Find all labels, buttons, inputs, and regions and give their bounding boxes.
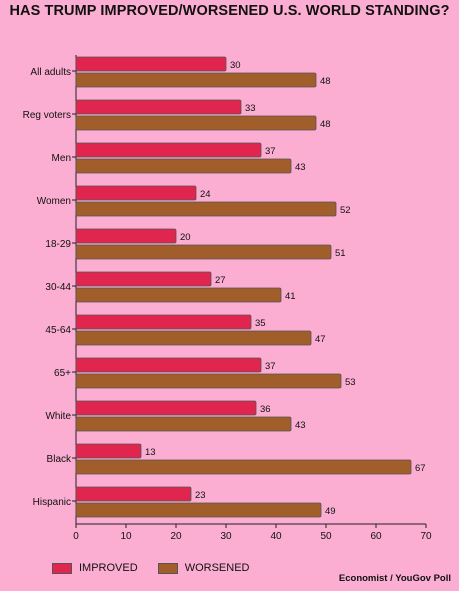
legend-swatch-worsened — [157, 562, 178, 574]
data-label-worsened: 43 — [295, 162, 306, 173]
source-note: Economist / YouGov Poll — [338, 573, 451, 584]
category-label: 45-64 — [45, 325, 71, 336]
bar-improved — [75, 185, 197, 201]
data-label-worsened: 49 — [325, 506, 336, 517]
bar-worsened — [75, 158, 292, 174]
data-label-worsened: 67 — [415, 463, 426, 474]
data-label-improved: 37 — [265, 361, 276, 372]
bar-improved — [75, 314, 252, 330]
bar-worsened — [75, 72, 317, 88]
category-label: Hispanic — [33, 497, 71, 508]
bar-improved — [75, 443, 142, 459]
chart-title: HAS TRUMP IMPROVED/WORSENED U.S. WORLD S… — [9, 3, 450, 19]
bar-improved — [75, 142, 262, 158]
category-label: 65+ — [54, 368, 71, 379]
x-tick-label: 20 — [170, 531, 182, 542]
legend-swatch-improved — [52, 562, 72, 574]
bar-improved — [75, 400, 257, 416]
bar-improved — [75, 486, 192, 502]
data-label-improved: 36 — [260, 404, 271, 415]
data-label-improved: 27 — [215, 275, 226, 286]
bar-worsened — [75, 287, 282, 303]
data-label-worsened: 43 — [295, 420, 306, 431]
bar-worsened — [75, 201, 337, 217]
data-label-worsened: 41 — [285, 291, 296, 302]
x-tick-label: 30 — [220, 531, 232, 542]
legend-label-improved: IMPROVED — [79, 562, 138, 574]
bar-improved — [75, 271, 212, 287]
bar-worsened — [75, 373, 342, 389]
data-label-worsened: 48 — [320, 119, 331, 130]
category-label: Reg voters — [23, 110, 71, 121]
bar-improved — [75, 357, 262, 373]
data-label-improved: 20 — [180, 232, 191, 243]
legend-item-worsened: WORSENED — [157, 562, 250, 574]
category-label: White — [45, 411, 71, 422]
data-label-improved: 30 — [230, 60, 241, 71]
data-label-improved: 13 — [145, 447, 156, 458]
category-label: Men — [52, 153, 71, 164]
category-label: Women — [37, 196, 71, 207]
data-label-worsened: 52 — [340, 205, 351, 216]
x-tick-label: 0 — [73, 531, 79, 542]
data-label-worsened: 47 — [315, 334, 326, 345]
category-label: All adults — [30, 67, 71, 78]
bar-worsened — [75, 115, 317, 131]
data-label-worsened: 48 — [320, 76, 331, 87]
data-label-improved: 23 — [195, 490, 206, 501]
legend: IMPROVED WORSENED — [52, 562, 269, 574]
data-label-improved: 33 — [245, 103, 256, 114]
legend-item-improved: IMPROVED — [52, 562, 138, 574]
category-label: Black — [47, 454, 72, 465]
data-label-worsened: 53 — [345, 377, 356, 388]
data-label-improved: 35 — [255, 318, 266, 329]
x-tick-label: 50 — [320, 531, 332, 542]
x-tick-label: 70 — [420, 531, 432, 542]
data-label-improved: 37 — [265, 146, 276, 157]
bar-worsened — [75, 244, 332, 260]
bar-worsened — [75, 416, 292, 432]
bar-improved — [75, 56, 227, 72]
data-label-worsened: 51 — [335, 248, 346, 259]
bar-worsened — [75, 330, 312, 346]
bar-worsened — [75, 459, 412, 475]
category-label: 30-44 — [45, 282, 71, 293]
data-label-improved: 24 — [200, 189, 211, 200]
x-tick-label: 10 — [120, 531, 132, 542]
bar-improved — [75, 99, 242, 115]
legend-label-worsened: WORSENED — [184, 562, 250, 574]
x-tick-label: 40 — [270, 531, 282, 542]
bar-worsened — [75, 502, 322, 518]
x-tick-label: 60 — [370, 531, 382, 542]
category-label: 18-29 — [45, 239, 71, 250]
bar-improved — [75, 228, 177, 244]
